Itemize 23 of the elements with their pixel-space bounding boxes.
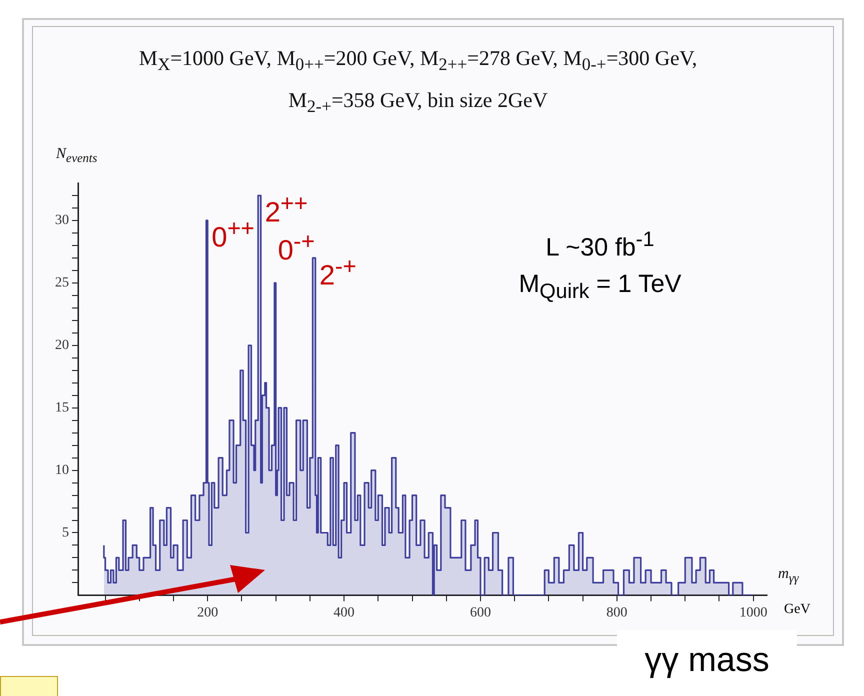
text: γγ mass [617,630,797,690]
y-tick-label: 15 [55,400,69,416]
y-axis-title: N$_{events}$ [56,146,98,166]
y-tick-label: 30 [55,213,69,228]
x-tick-label: 200 [197,605,218,620]
y-tick-label: 5 [62,525,69,540]
annotation: 2$^{-+}$ [319,252,358,292]
x-tick-label: 1000 [739,605,768,620]
text: GeV [784,602,810,618]
annotation: 2$^{++}$ [264,189,308,229]
y-tick-label: 25 [55,276,69,291]
chart-subtitle: M$_{2-+}$=358 GeV, bin size 2GeV [287,87,549,118]
annotation: 0$^{++}$ [212,214,255,254]
chart-title: M$_{X}$=1000 GeV, M$_{0++}$=200 GeV, M$_{2++}$=278 GeV, M$_{0-+}$=300 GeV, [138,46,698,74]
x-tick-label: 800 [606,605,628,620]
x-axis-title: m$_{γγ}$ [778,566,799,586]
annotation: L ~30 fb$^{-1}$ [544,228,656,262]
x-tick-label: 400 [334,605,355,620]
annotation: 0$^{-+}$ [278,228,315,266]
x-tick-label: 600 [470,605,491,620]
annotation: M$_{Quirk}$ = 1 TeV [518,270,682,304]
y-tick-label: 10 [55,462,69,478]
y-tick-label: 20 [55,338,69,354]
